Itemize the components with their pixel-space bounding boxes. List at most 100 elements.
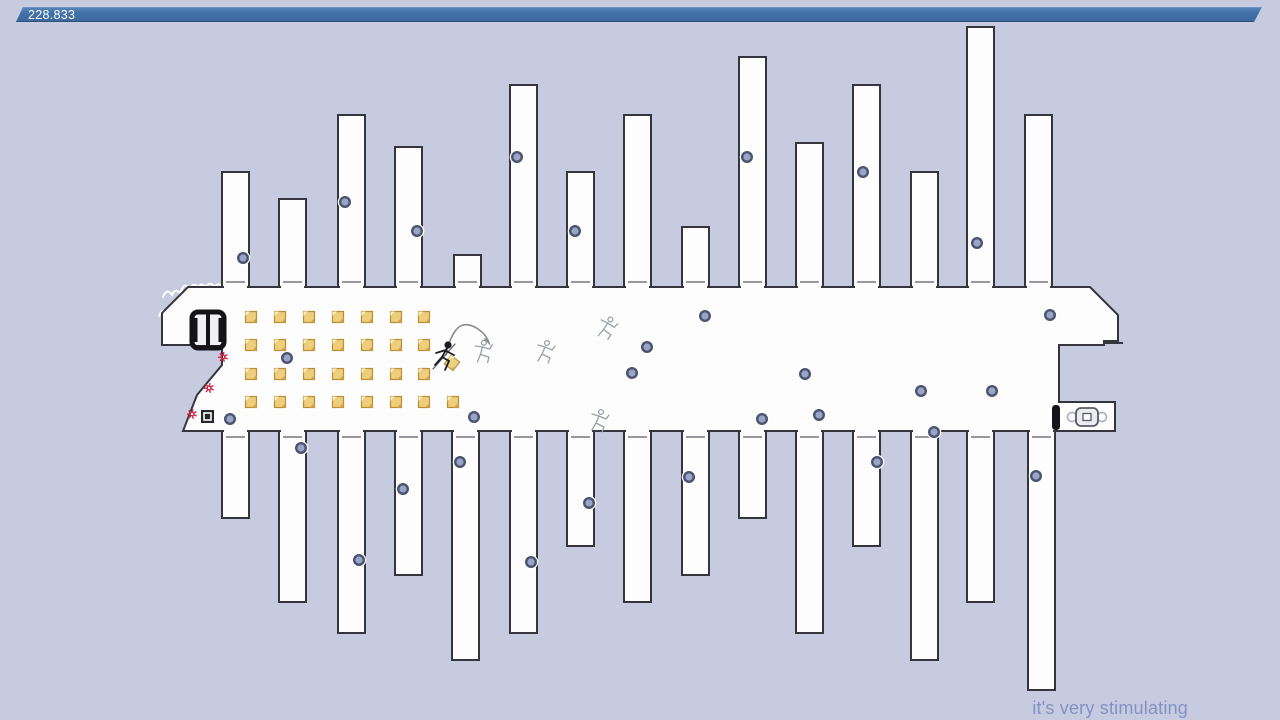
main-corridor	[161, 286, 1119, 432]
mine-halo	[395, 481, 411, 497]
bottom-shaft	[852, 430, 881, 547]
ghost-ninja	[591, 408, 610, 433]
seam-eraser	[798, 285, 821, 289]
mine-circle	[741, 150, 754, 163]
mine-circle	[511, 150, 524, 163]
seam-eraser	[855, 285, 878, 289]
gold-square	[244, 338, 258, 352]
mine-circle	[411, 224, 424, 237]
seam-eraser	[684, 285, 707, 289]
gold-square	[273, 338, 287, 352]
mine-circle	[339, 195, 352, 208]
top-shaft	[623, 114, 652, 288]
gold-square	[302, 395, 316, 409]
seam-eraser	[512, 429, 535, 433]
mine-halo	[409, 223, 425, 239]
seam-eraser	[1030, 429, 1053, 433]
switch-box	[201, 410, 214, 423]
mine-circle	[871, 456, 884, 469]
mine-circle	[583, 497, 596, 510]
mine-halo	[811, 407, 827, 423]
top-shaft	[681, 226, 710, 288]
top-shaft	[910, 171, 939, 288]
seam-eraser	[281, 429, 304, 433]
bottom-shaft	[509, 430, 538, 634]
bottom-shaft	[681, 430, 710, 576]
gold-square	[417, 395, 431, 409]
mine-circle	[683, 471, 696, 484]
mine-circle	[454, 456, 467, 469]
bottom-shaft	[910, 430, 939, 661]
gold-square	[360, 367, 374, 381]
gold-square	[389, 310, 403, 324]
gold-square	[331, 367, 345, 381]
gold-square	[273, 395, 287, 409]
top-shaft	[795, 142, 824, 288]
mine-halo	[1028, 468, 1044, 484]
exit-button-core	[1082, 412, 1092, 422]
mine-circle	[1043, 309, 1056, 322]
mine-halo	[523, 554, 539, 570]
seam-eraser	[855, 429, 878, 433]
gold-square	[331, 338, 345, 352]
mine-circle	[569, 224, 582, 237]
gold-square	[273, 367, 287, 381]
gold-square	[417, 367, 431, 381]
seam-eraser	[397, 429, 420, 433]
mine-halo	[913, 383, 929, 399]
bottom-shaft	[623, 430, 652, 603]
mine-circle	[699, 310, 712, 323]
mine-circle	[928, 426, 941, 439]
seam-eraser	[340, 429, 363, 433]
mine-halo	[1042, 307, 1058, 323]
ghost-ninja	[474, 339, 493, 364]
mine-halo	[984, 383, 1000, 399]
top-shaft	[394, 146, 423, 288]
gold-square	[360, 338, 374, 352]
bottom-shaft	[566, 430, 595, 547]
mine-circle	[756, 413, 769, 426]
mine-circle	[813, 409, 826, 422]
mine-halo	[855, 164, 871, 180]
bottom-shaft	[738, 430, 767, 519]
gold-square	[417, 310, 431, 324]
mine-circle	[915, 385, 928, 398]
seam-eraser	[224, 285, 247, 289]
gold-square	[417, 338, 431, 352]
switch-ring	[203, 412, 212, 421]
mine-halo	[639, 339, 655, 355]
gold-square	[389, 395, 403, 409]
bottom-shaft	[278, 430, 307, 603]
gold-square	[273, 310, 287, 324]
seam-eraser	[626, 285, 649, 289]
bottom-shaft	[221, 430, 250, 519]
top-shaft	[852, 84, 881, 288]
seam-eraser	[281, 285, 304, 289]
level-caption: it's very stimulating	[1032, 698, 1188, 718]
seam-eraser	[969, 429, 992, 433]
mine-halo	[466, 409, 482, 425]
seam-eraser	[512, 285, 535, 289]
mine-circle	[799, 368, 812, 381]
gold-square	[360, 310, 374, 324]
mine-halo	[624, 365, 640, 381]
right-ledge	[1103, 342, 1123, 346]
seam-eraser	[454, 429, 477, 433]
mine-halo	[351, 552, 367, 568]
time-progress-bar	[16, 7, 1262, 22]
mine-circle	[236, 251, 249, 264]
mine-circle	[857, 165, 870, 178]
mine-circle	[525, 556, 538, 569]
seam-eraser	[626, 429, 649, 433]
seam-eraser	[741, 429, 764, 433]
mine-circle	[641, 341, 654, 354]
start-door	[189, 309, 227, 351]
top-shaft	[738, 56, 767, 288]
mine-circle	[986, 385, 999, 398]
top-shaft	[1024, 114, 1053, 288]
gold-square	[244, 367, 258, 381]
gold-square	[244, 395, 258, 409]
seam-eraser	[569, 429, 592, 433]
